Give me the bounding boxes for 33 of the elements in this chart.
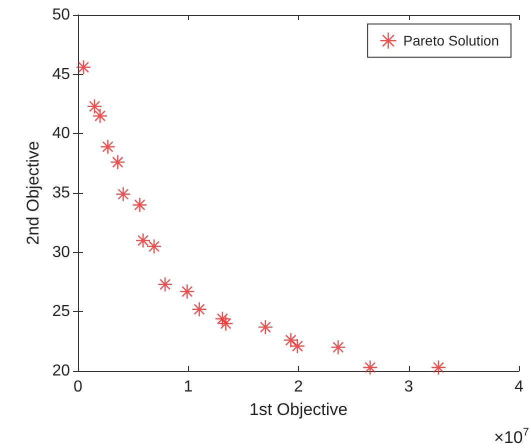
point: [146, 238, 162, 254]
point: [76, 60, 92, 75]
point: [330, 340, 346, 355]
y-tick-label: 25: [52, 303, 70, 320]
point: [258, 319, 274, 335]
y-tick-label: 35: [52, 184, 70, 202]
point: [135, 232, 151, 248]
point: [132, 197, 148, 213]
y-tick-label: 50: [52, 6, 70, 24]
x-tick-label: 3: [404, 378, 414, 396]
point: [180, 284, 195, 300]
point: [283, 332, 298, 348]
y-tick-label: 40: [52, 125, 70, 142]
x-tick-label: 1: [184, 378, 193, 396]
point: [116, 186, 131, 202]
x-tick-label: 2: [294, 378, 304, 396]
point: [86, 98, 102, 114]
point: [192, 302, 207, 317]
legend-label: Pareto Solution: [403, 32, 500, 49]
point: [290, 338, 306, 354]
point: [362, 360, 378, 376]
x-tick-label: 4: [514, 378, 524, 396]
y-tick-label: 30: [52, 244, 70, 261]
point: [157, 276, 173, 292]
y-tick-label: 20: [52, 362, 70, 380]
point: [430, 360, 446, 376]
point: [92, 108, 108, 124]
y-tick-label: 45: [52, 66, 70, 83]
x-axis-title: 1st Objective: [249, 400, 348, 419]
point: [100, 139, 116, 154]
point: [110, 154, 126, 170]
x-tick-label: 0: [74, 378, 83, 396]
y-axis-title: 2nd Objective: [23, 141, 42, 245]
